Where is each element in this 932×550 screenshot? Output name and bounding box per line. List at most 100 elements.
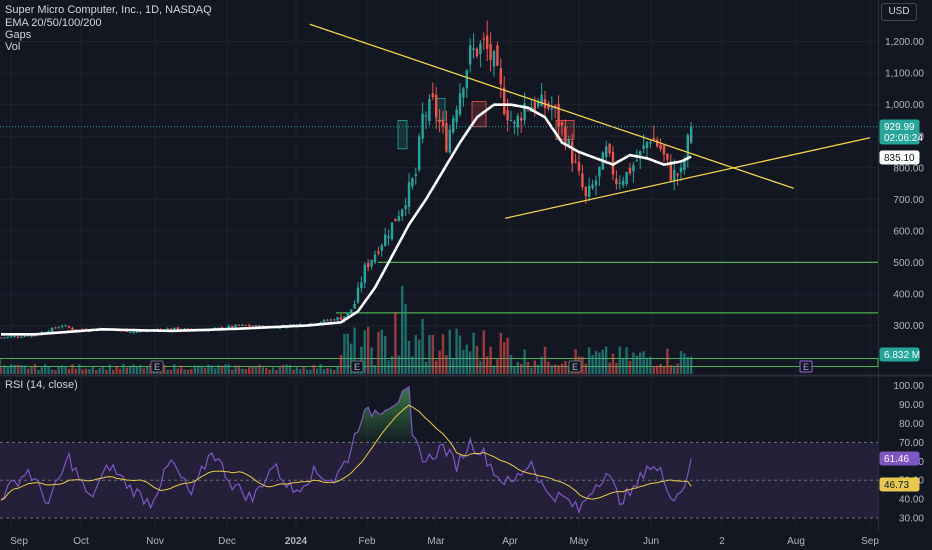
ema-legend: EMA 20/50/100/200 <box>5 17 102 29</box>
candle-body <box>50 327 54 332</box>
volume-bar <box>683 353 686 374</box>
candle-body <box>445 123 448 152</box>
trendline-ascending <box>505 137 871 219</box>
volume-bar <box>163 364 166 374</box>
chart-title: Super Micro Computer, Inc., 1D, NASDAQ <box>5 4 212 16</box>
candle-body <box>64 325 67 327</box>
volume-bar <box>6 366 9 374</box>
volume-bar <box>0 367 3 374</box>
price-tick-label: 1,000.00 <box>885 100 924 111</box>
earnings-marker-label: E <box>354 362 360 372</box>
candle-body <box>367 263 370 268</box>
volume-bar <box>237 365 241 374</box>
volume-bar <box>292 369 295 374</box>
volume-bar <box>445 355 448 374</box>
candle-body <box>244 324 247 326</box>
earnings-marker-label: E <box>803 362 809 372</box>
volume-bar <box>584 363 587 374</box>
candle-body <box>129 331 132 333</box>
volume-bar <box>666 348 669 374</box>
earnings-marker <box>150 360 164 373</box>
volume-bar <box>591 355 594 374</box>
volume-bar <box>305 369 309 374</box>
volume-bar <box>431 334 434 374</box>
candle-body <box>27 335 30 337</box>
volume-bar <box>387 360 390 374</box>
candle-body <box>329 319 332 321</box>
candle-body <box>394 218 397 222</box>
candle-body <box>397 216 400 221</box>
volume-bar <box>673 365 676 374</box>
candle-body <box>254 325 258 327</box>
candle-body <box>656 139 659 147</box>
candle-body <box>537 101 540 107</box>
volume-bar <box>526 361 530 374</box>
volume-bar <box>424 361 428 374</box>
volume-bar <box>690 356 693 374</box>
volume-bar <box>50 369 54 374</box>
candle-body <box>61 326 64 328</box>
candle-body <box>506 109 509 121</box>
candle-body <box>57 327 60 329</box>
volume-bar <box>350 343 353 374</box>
volume-bar <box>220 365 224 374</box>
time-tick-label: 2 <box>719 536 725 547</box>
volume-bar <box>37 369 40 374</box>
volume-bar <box>377 331 380 374</box>
rsi-ma-badge-text: 46.73 <box>884 480 909 491</box>
candle-body <box>632 165 635 172</box>
volume-bar <box>448 329 451 374</box>
candle-body <box>390 222 394 240</box>
volume-bar <box>540 356 543 374</box>
volume-bar <box>360 346 363 374</box>
volume-bar <box>135 366 139 374</box>
volume-bar <box>122 364 125 374</box>
volume-bar <box>503 342 506 374</box>
volume-bar <box>656 365 659 374</box>
volume-bar <box>129 365 132 374</box>
candle-body <box>686 134 689 158</box>
volume-bar <box>513 366 516 374</box>
candle-body <box>424 115 428 117</box>
volume-bar <box>605 346 608 374</box>
volume-bar <box>210 365 213 374</box>
volume-bar <box>312 365 315 374</box>
volume-bar <box>248 366 251 374</box>
volume-bar <box>475 345 479 374</box>
volume-bar <box>486 356 489 374</box>
volume-bar <box>404 304 407 374</box>
volume-bar <box>261 367 264 374</box>
candle-body <box>673 169 676 181</box>
volume-bar <box>47 366 50 374</box>
candle-body <box>30 335 33 337</box>
volume-bar <box>455 328 458 374</box>
volume-bar <box>166 369 169 374</box>
candle-body <box>3 337 6 339</box>
candle-body <box>339 317 343 320</box>
volume-bar <box>224 364 227 374</box>
candle-body <box>458 93 462 115</box>
candle-body <box>465 70 468 89</box>
ema-value-badge <box>879 150 920 165</box>
volume-bar <box>523 349 526 374</box>
candle-body <box>176 327 179 330</box>
candle-body <box>438 119 441 123</box>
volume-bar <box>669 365 672 374</box>
candle-body <box>486 35 489 50</box>
volume-bar <box>421 319 424 374</box>
candle-body <box>448 129 451 153</box>
volume-bar <box>319 364 322 374</box>
volume-bar <box>309 369 312 374</box>
candle-body <box>571 141 574 164</box>
candle-body <box>509 119 513 121</box>
candle-body <box>217 327 220 329</box>
time-tick-label: Aug <box>787 536 805 547</box>
candle-body <box>186 328 190 330</box>
candle-body <box>346 312 349 318</box>
volume-bar <box>659 363 662 374</box>
volume-bar <box>10 364 13 374</box>
currency-button[interactable]: USD <box>881 3 917 21</box>
volume-bar <box>190 368 193 374</box>
